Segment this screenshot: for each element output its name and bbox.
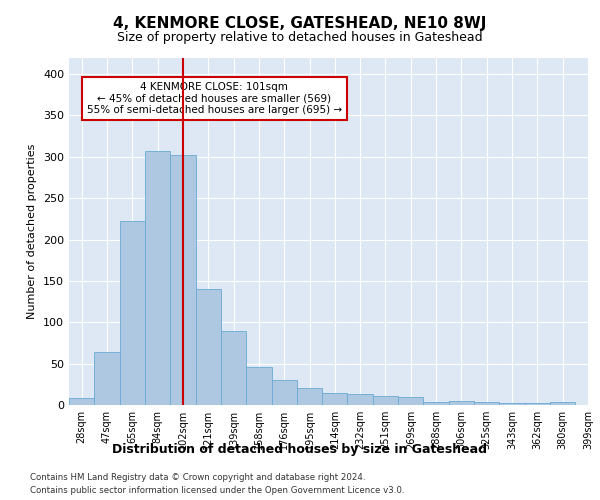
Text: 4 KENMORE CLOSE: 101sqm
← 45% of detached houses are smaller (569)
55% of semi-d: 4 KENMORE CLOSE: 101sqm ← 45% of detache… [87, 82, 342, 115]
Bar [246, 367, 272, 405]
Bar [347, 394, 373, 405]
Text: Distribution of detached houses by size in Gateshead: Distribution of detached houses by size … [113, 442, 487, 456]
Text: Contains public sector information licensed under the Open Government Licence v3: Contains public sector information licen… [30, 486, 404, 495]
Y-axis label: Number of detached properties: Number of detached properties [28, 144, 37, 319]
Bar [119, 222, 145, 405]
Text: Contains HM Land Registry data © Crown copyright and database right 2024.: Contains HM Land Registry data © Crown c… [30, 472, 365, 482]
Bar [170, 155, 196, 405]
Bar [499, 402, 525, 405]
Bar [424, 402, 449, 405]
Bar [550, 402, 575, 405]
Bar [373, 396, 398, 405]
Bar [69, 398, 94, 405]
Bar [449, 401, 474, 405]
Bar [94, 352, 119, 405]
Bar [272, 380, 297, 405]
Bar [474, 402, 499, 405]
Bar [297, 388, 322, 405]
Text: 4, KENMORE CLOSE, GATESHEAD, NE10 8WJ: 4, KENMORE CLOSE, GATESHEAD, NE10 8WJ [113, 16, 487, 31]
Bar [525, 402, 550, 405]
Text: Size of property relative to detached houses in Gateshead: Size of property relative to detached ho… [117, 31, 483, 44]
Bar [398, 396, 424, 405]
Bar [322, 392, 347, 405]
Bar [196, 289, 221, 405]
Bar [145, 151, 170, 405]
Bar [221, 330, 246, 405]
